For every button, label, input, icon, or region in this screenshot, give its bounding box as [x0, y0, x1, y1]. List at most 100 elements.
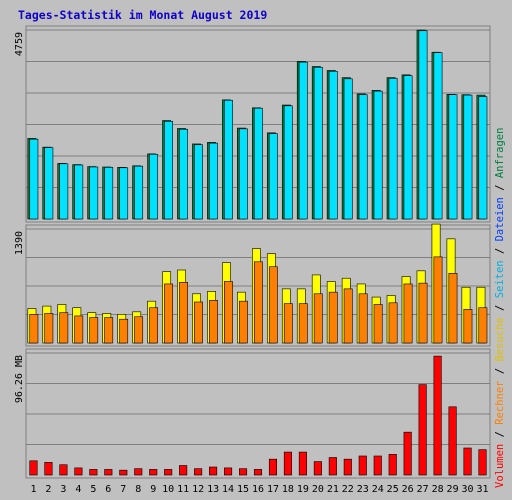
day-label-16: 16 — [252, 484, 264, 495]
bar-dateien-day-21 — [328, 70, 338, 220]
bar-seiten-day-12 — [194, 301, 203, 344]
chart-title: Tages-Statistik im Monat August 2019 — [18, 8, 268, 22]
bar-volumen-day-24 — [373, 455, 382, 476]
bar-volumen-day-17 — [268, 458, 278, 476]
bar-volumen-day-26 — [403, 431, 412, 476]
day-label-20: 20 — [312, 484, 324, 495]
bar-dateien-day-25 — [388, 78, 398, 220]
bar-dateien-day-20 — [313, 66, 323, 220]
bar-volumen-day-19 — [298, 451, 307, 476]
day-label-22: 22 — [342, 484, 354, 495]
legend-segment: Seiten — [494, 260, 506, 298]
bar-dateien-day-5 — [89, 166, 99, 220]
bar-volumen-day-20 — [313, 461, 322, 476]
bar-dateien-day-17 — [268, 133, 278, 220]
bar-seiten-day-21 — [328, 291, 338, 344]
bar-seiten-day-18 — [283, 303, 293, 344]
bar-dateien-day-7 — [119, 167, 129, 220]
bar-volumen-day-15 — [238, 468, 248, 476]
day-label-21: 21 — [327, 484, 339, 495]
day-label-13: 13 — [207, 484, 219, 495]
day-label-24: 24 — [372, 484, 384, 495]
bar-seiten-day-9 — [149, 307, 159, 344]
bar-volumen-day-27 — [418, 384, 427, 476]
day-label-8: 8 — [135, 484, 141, 495]
bar-dateien-day-26 — [403, 75, 413, 220]
day-label-27: 27 — [417, 484, 429, 495]
legend-segment: Volumen — [494, 444, 506, 488]
bar-seiten-day-2 — [44, 313, 54, 344]
bar-dateien-day-30 — [463, 94, 473, 220]
bar-volumen-day-31 — [478, 449, 487, 476]
bar-volumen-day-10 — [164, 469, 173, 476]
panel-max-label: 96.26 MB — [14, 355, 25, 403]
bar-volumen-day-6 — [104, 469, 113, 476]
bar-seiten-day-25 — [388, 302, 398, 344]
bar-dateien-day-10 — [164, 121, 173, 220]
bar-seiten-day-23 — [358, 293, 368, 344]
day-label-12: 12 — [192, 484, 204, 495]
bar-seiten-day-17 — [268, 266, 278, 344]
bar-seiten-day-15 — [238, 300, 248, 344]
bar-seiten-day-31 — [478, 307, 488, 344]
bar-seiten-day-22 — [343, 288, 353, 344]
legend-right: Volumen / Rechner / Besuche / Seiten / D… — [494, 128, 506, 488]
bar-dateien-day-29 — [448, 94, 458, 220]
legend-segment: / — [494, 298, 506, 317]
bar-volumen-day-12 — [194, 468, 203, 476]
day-label-10: 10 — [162, 484, 174, 495]
bar-dateien-day-23 — [358, 94, 368, 220]
bar-seiten-day-3 — [59, 312, 69, 344]
bar-seiten-day-20 — [313, 293, 323, 344]
bar-dateien-day-28 — [433, 52, 443, 220]
bar-dateien-day-22 — [343, 78, 353, 220]
bar-volumen-day-11 — [179, 465, 188, 476]
bar-volumen-day-8 — [134, 468, 143, 476]
bar-seiten-day-10 — [164, 283, 173, 344]
bar-volumen-day-30 — [463, 447, 472, 476]
bar-volumen-day-28 — [433, 355, 442, 476]
bar-dateien-day-9 — [149, 153, 159, 220]
bar-dateien-day-31 — [478, 96, 488, 220]
bar-dateien-day-12 — [194, 144, 203, 220]
legend-segment: Besuche — [494, 317, 506, 361]
legend-segment: / — [494, 425, 506, 444]
bar-dateien-day-2 — [44, 147, 54, 220]
day-label-4: 4 — [75, 484, 81, 495]
bar-dateien-day-11 — [179, 128, 188, 220]
bar-seiten-day-19 — [298, 303, 308, 344]
bar-seiten-day-30 — [463, 309, 473, 344]
bar-dateien-day-3 — [59, 163, 69, 220]
legend-segment: Anfragen — [494, 128, 506, 179]
day-label-30: 30 — [462, 484, 474, 495]
legend-segment: Rechner — [494, 381, 506, 425]
bar-volumen-day-16 — [253, 469, 263, 476]
bar-volumen-day-13 — [209, 466, 218, 476]
bar-seiten-day-16 — [253, 261, 263, 344]
panel-max-label: 1390 — [14, 231, 25, 255]
legend-segment: Dateien — [494, 197, 506, 241]
bar-volumen-day-25 — [388, 454, 397, 476]
bar-seiten-day-6 — [104, 317, 114, 344]
day-label-29: 29 — [447, 484, 459, 495]
bar-dateien-day-19 — [298, 61, 308, 220]
bar-volumen-day-1 — [29, 460, 38, 476]
bar-seiten-day-27 — [418, 282, 428, 344]
day-label-5: 5 — [90, 484, 96, 495]
bar-seiten-day-4 — [74, 315, 84, 344]
panel-max-label: 4759 — [14, 32, 25, 56]
day-label-17: 17 — [267, 484, 279, 495]
bar-seiten-day-11 — [179, 282, 188, 344]
bar-volumen-day-4 — [74, 467, 83, 476]
bar-dateien-day-13 — [209, 142, 218, 220]
bar-seiten-day-29 — [448, 272, 458, 344]
bar-dateien-day-24 — [373, 90, 383, 220]
bar-volumen-day-22 — [343, 458, 352, 476]
bar-dateien-day-27 — [418, 30, 428, 220]
day-label-1: 1 — [30, 484, 36, 495]
day-label-26: 26 — [402, 484, 414, 495]
legend-segment: / — [494, 178, 506, 197]
day-label-14: 14 — [222, 484, 234, 495]
bar-seiten-day-24 — [373, 304, 383, 344]
day-label-15: 15 — [237, 484, 249, 495]
